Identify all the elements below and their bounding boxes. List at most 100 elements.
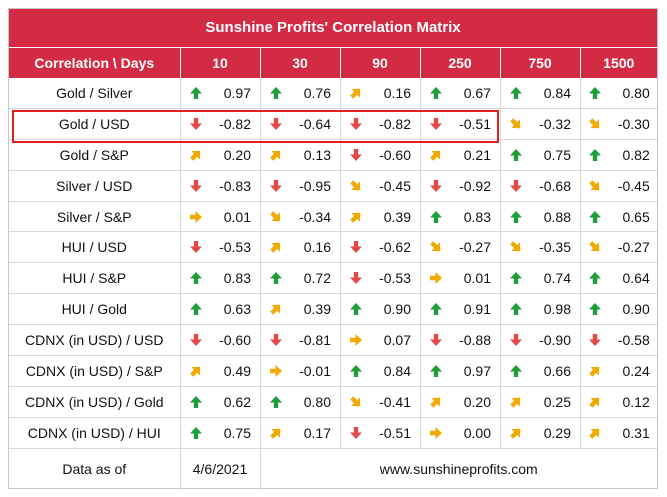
- trend-up-arrow-icon: [510, 86, 522, 99]
- correlation-cell: 0.88: [500, 201, 581, 233]
- correlation-cell: 0.00: [420, 417, 501, 449]
- correlation-value: 0.90: [383, 301, 411, 318]
- correlation-cell: -0.92: [420, 170, 501, 202]
- correlation-value: 0.16: [383, 84, 411, 101]
- correlation-cell: 0.97: [180, 78, 261, 109]
- correlation-cell: 0.82: [580, 139, 657, 171]
- correlation-value: 0.39: [303, 301, 331, 318]
- correlation-cell: 0.90: [340, 293, 421, 326]
- correlation-matrix-panel: Sunshine Profits' Correlation Matrix Cor…: [8, 8, 658, 489]
- correlation-cell: -0.82: [180, 108, 261, 140]
- trend-down-arrow-icon: [350, 148, 362, 161]
- trend-down-right-arrow-icon: [350, 396, 361, 407]
- correlation-cell: 0.25: [500, 386, 581, 418]
- trend-down-arrow-icon: [350, 241, 362, 254]
- trend-up-arrow-icon: [510, 303, 522, 316]
- correlation-value: 0.21: [463, 146, 491, 163]
- correlation-value: -0.88: [459, 332, 491, 349]
- correlation-cell: 0.24: [580, 355, 657, 387]
- trend-down-arrow-icon: [350, 272, 362, 285]
- trend-up-arrow-icon: [510, 148, 522, 161]
- correlation-value: 0.01: [223, 208, 251, 225]
- correlation-cell: -0.51: [340, 417, 421, 449]
- correlation-cell: -0.45: [580, 170, 657, 202]
- correlation-value: 0.82: [622, 146, 650, 163]
- correlation-cell: 0.83: [420, 201, 501, 233]
- website-link[interactable]: www.sunshineprofits.com: [379, 460, 538, 477]
- correlation-value: 0.98: [543, 301, 571, 318]
- correlation-cell: 0.65: [580, 201, 657, 233]
- correlation-cell: -0.83: [180, 170, 261, 202]
- correlation-value: -0.34: [299, 208, 331, 225]
- correlation-value: 0.62: [223, 393, 251, 410]
- correlation-value: -0.62: [379, 239, 411, 256]
- trend-down-right-arrow-icon: [510, 118, 521, 129]
- correlation-value: 0.29: [543, 424, 571, 441]
- correlation-value: 0.83: [223, 270, 251, 287]
- trend-up-arrow-icon: [190, 426, 202, 439]
- trend-down-arrow-icon: [270, 334, 282, 347]
- matrix-row: CDNX (in USD) / S&P 0.49 -0.01 0.84 0.97 0.66…: [9, 355, 657, 387]
- correlation-cell: 0.21: [420, 139, 501, 171]
- correlation-value: -0.45: [379, 177, 411, 194]
- correlation-value: 0.75: [223, 424, 251, 441]
- correlation-cell: 0.97: [420, 355, 501, 387]
- correlation-cell: 0.16: [260, 231, 341, 264]
- correlation-cell: 0.75: [500, 139, 581, 171]
- matrix-row: HUI / S&P 0.83 0.72 -0.53 0.01 0.74 0.64: [9, 262, 657, 295]
- trend-up-arrow-icon: [510, 210, 522, 223]
- corner-header: Correlation \ Days: [9, 48, 181, 78]
- correlation-value: 0.17: [303, 424, 331, 441]
- correlation-value: -0.81: [299, 332, 331, 349]
- pair-label: Gold / USD: [9, 108, 181, 140]
- correlation-value: -0.64: [299, 115, 331, 132]
- correlation-cell: -0.53: [180, 231, 261, 264]
- trend-down-arrow-icon: [510, 334, 522, 347]
- pair-label: Gold / Silver: [9, 78, 181, 109]
- pair-label: CDNX (in USD) / HUI: [9, 417, 181, 449]
- trend-up-arrow-icon: [588, 303, 601, 316]
- correlation-cell: 0.83: [180, 262, 261, 295]
- correlation-value: -0.45: [617, 177, 650, 194]
- trend-up-arrow-icon: [270, 86, 282, 99]
- correlation-cell: 0.72: [260, 262, 341, 295]
- correlation-cell: -0.27: [580, 231, 657, 264]
- correlation-value: -0.83: [219, 177, 251, 194]
- correlation-value: 0.49: [223, 362, 251, 379]
- pair-label: HUI / USD: [9, 231, 181, 264]
- trend-up-right-arrow-icon: [430, 397, 441, 408]
- trend-down-right-arrow-icon: [588, 179, 599, 190]
- data-date: 4/6/2021: [180, 448, 261, 489]
- matrix-row: CDNX (in USD) / Gold 0.62 0.80 -0.41 0.20 0.2…: [9, 386, 657, 418]
- correlation-cell: 0.74: [500, 262, 581, 295]
- correlation-value: 0.84: [383, 362, 411, 379]
- correlation-cell: 0.84: [500, 78, 581, 109]
- correlation-cell: 0.98: [500, 293, 581, 326]
- correlation-value: 0.31: [622, 424, 650, 441]
- trend-up-right-arrow-icon: [510, 397, 521, 408]
- correlation-cell: 0.07: [340, 324, 421, 357]
- correlation-value: -0.82: [219, 115, 251, 132]
- correlation-value: -0.53: [379, 270, 411, 287]
- correlation-cell: -0.51: [420, 108, 501, 140]
- correlation-cell: 0.64: [580, 262, 657, 295]
- correlation-value: 0.80: [622, 84, 650, 101]
- correlation-cell: -0.32: [500, 108, 581, 140]
- correlation-cell: -0.88: [420, 324, 501, 357]
- trend-up-arrow-icon: [510, 364, 522, 377]
- pair-label: HUI / S&P: [9, 262, 181, 295]
- trend-down-arrow-icon: [350, 426, 362, 439]
- correlation-value: -0.92: [459, 177, 491, 194]
- correlation-cell: -0.30: [580, 108, 657, 140]
- trend-down-arrow-icon: [510, 179, 522, 192]
- matrix-row: HUI / USD -0.53 0.16 -0.62 -0.27 -0.35 -0.27: [9, 231, 657, 264]
- matrix-row: Silver / USD -0.83 -0.95 -0.45 -0.92 -0.68 -0.…: [9, 170, 657, 202]
- pair-label: CDNX (in USD) / USD: [9, 324, 181, 357]
- correlation-cell: -0.58: [580, 324, 657, 357]
- correlation-cell: -0.01: [260, 355, 341, 387]
- trend-up-arrow-icon: [588, 148, 601, 161]
- correlation-cell: 0.01: [180, 201, 261, 233]
- correlation-cell: 0.76: [260, 78, 341, 109]
- trend-up-arrow-icon: [190, 86, 202, 99]
- correlation-value: 0.63: [223, 301, 251, 318]
